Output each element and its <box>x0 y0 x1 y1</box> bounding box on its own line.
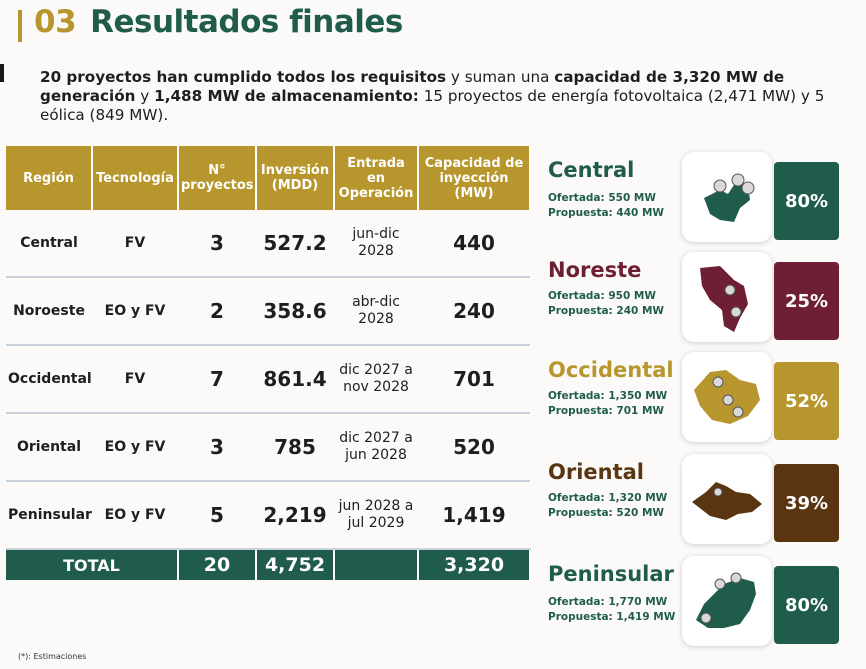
header-region: Región <box>6 146 93 210</box>
cell-region: Central <box>6 210 92 278</box>
region-percent-badge: 80% <box>774 566 839 644</box>
region-proposed: Propuesta: 440 MW <box>548 207 665 219</box>
noreste-map-icon <box>700 266 748 332</box>
total-capacity: 3,320 <box>418 549 531 580</box>
region-proposed: Propuesta: 520 MW <box>548 507 665 519</box>
peninsular-map-icon <box>696 572 756 628</box>
table-total-row: TOTAL 20 4,752 3,320 <box>6 549 531 580</box>
cell-count: 3 <box>178 210 256 278</box>
intro-bold-5: 1,488 MW de almacenamiento: <box>154 87 419 105</box>
cell-investment: 2,219 <box>256 481 334 550</box>
cell-region: Noroeste <box>6 277 92 346</box>
section-number: 03 <box>34 4 77 40</box>
region-proposed: Propuesta: 240 MW <box>548 305 665 317</box>
cell-investment: 358.6 <box>256 277 334 346</box>
header-technology: Tecnología <box>92 146 179 210</box>
total-entry <box>334 549 419 580</box>
region-card-peninsular: Peninsular Ofertada: 1,770 MW Propuesta:… <box>548 556 866 660</box>
region-map-card <box>682 252 772 342</box>
occidental-map-icon <box>694 370 760 424</box>
cell-investment: 861.4 <box>256 345 334 414</box>
table-row: Peninsular EO y FV 5 2,219 jun 2028 a ju… <box>6 481 530 550</box>
region-name: Noreste <box>548 258 642 282</box>
cell-capacity: 520 <box>418 413 530 482</box>
cell-entry: abr-dic 2028 <box>334 277 418 346</box>
region-offered: Ofertada: 1,320 MW <box>548 492 668 504</box>
cell-region: Oriental <box>6 413 92 482</box>
region-percent-badge: 52% <box>774 362 839 440</box>
cell-entry: dic 2027 a jun 2028 <box>334 413 418 482</box>
cell-count: 2 <box>178 277 256 346</box>
header-entry: Entrada en Operación <box>334 146 419 210</box>
title-text: Resultados finales <box>90 4 403 40</box>
region-name: Peninsular <box>548 562 674 586</box>
oriental-map-icon <box>692 482 762 520</box>
region-card-occidental: Occidental Ofertada: 1,350 MW Propuesta:… <box>548 352 866 456</box>
cell-tech: EO y FV <box>92 277 178 346</box>
intro-text-4: y <box>135 87 155 105</box>
cell-count: 7 <box>178 345 256 414</box>
region-map-card <box>682 352 772 442</box>
cell-investment: 527.2 <box>256 210 334 278</box>
cell-region: Peninsular <box>6 481 92 550</box>
header-investment: Inversión (MDD) <box>256 146 335 210</box>
intro-bold-1: 20 proyectos han cumplido todos los requ… <box>40 68 447 86</box>
cell-entry: dic 2027 a nov 2028 <box>334 345 418 414</box>
total-label: TOTAL <box>6 549 179 580</box>
region-map-card <box>682 556 772 646</box>
region-proposed: Propuesta: 701 MW <box>548 405 665 417</box>
region-name: Occidental <box>548 358 674 382</box>
region-name: Oriental <box>548 460 645 484</box>
region-offered: Ofertada: 550 MW <box>548 192 656 204</box>
cell-entry: jun-dic 2028 <box>334 210 418 278</box>
intro-text-6: 15 proyectos de energía fotovoltaica (2,… <box>40 87 825 124</box>
cell-investment: 785 <box>256 413 334 482</box>
cell-count: 3 <box>178 413 256 482</box>
cell-capacity: 240 <box>418 277 530 346</box>
region-offered: Ofertada: 950 MW <box>548 290 656 302</box>
total-count: 20 <box>178 549 257 580</box>
region-proposed: Propuesta: 1,419 MW <box>548 611 676 623</box>
cell-capacity: 440 <box>418 210 530 278</box>
table-header-row: Región Tecnología N° proyectos Inversión… <box>6 146 531 210</box>
cell-region: Occidental <box>6 345 92 414</box>
table-row: Oriental EO y FV 3 785 dic 2027 a jun 20… <box>6 413 530 482</box>
region-offered: Ofertada: 1,350 MW <box>548 390 668 402</box>
intro-paragraph: 20 proyectos han cumplido todos los requ… <box>40 68 840 125</box>
cell-tech: EO y FV <box>92 481 178 550</box>
cell-tech: FV <box>92 210 178 278</box>
results-table: Región Tecnología N° proyectos Inversión… <box>6 146 531 580</box>
intro-bold-3: capacidad de 3,320 MW de generación <box>40 68 785 105</box>
footnote: (*): Estimaciones <box>18 652 87 661</box>
cell-tech: EO y FV <box>92 413 178 482</box>
central-map-icon <box>704 173 755 222</box>
cell-tech: FV <box>92 345 178 414</box>
header-capacity: Capacidad de inyección (MW) <box>418 146 531 210</box>
region-card-noreste: Noreste Ofertada: 950 MW Propuesta: 240 … <box>548 252 866 356</box>
region-card-oriental: Oriental Ofertada: 1,320 MW Propuesta: 5… <box>548 454 866 558</box>
region-name: Central <box>548 158 635 182</box>
table-row: Noroeste EO y FV 2 358.6 abr-dic 2028 24… <box>6 277 530 346</box>
total-investment: 4,752 <box>256 549 335 580</box>
region-map-card <box>682 152 772 242</box>
header-project-count: N° proyectos <box>178 146 257 210</box>
region-offered: Ofertada: 1,770 MW <box>548 596 668 608</box>
table-row: Central FV 3 527.2 jun-dic 2028 440 <box>6 210 530 278</box>
cell-capacity: 701 <box>418 345 530 414</box>
page-title: 03 Resultados finales <box>34 4 403 40</box>
region-card-central: Central Ofertada: 550 MW Propuesta: 440 … <box>548 152 866 256</box>
region-percent-badge: 39% <box>774 464 839 542</box>
cell-capacity: 1,419 <box>418 481 530 550</box>
region-map-card <box>682 454 772 544</box>
side-marker <box>0 64 4 82</box>
intro-text-2: y suman una <box>446 68 555 86</box>
region-percent-badge: 25% <box>774 262 839 340</box>
table-row: Occidental FV 7 861.4 dic 2027 a nov 202… <box>6 345 530 414</box>
region-percent-badge: 80% <box>774 162 839 240</box>
cell-count: 5 <box>178 481 256 550</box>
title-accent-bar <box>18 10 22 42</box>
cell-entry: jun 2028 a jul 2029 <box>334 481 418 550</box>
